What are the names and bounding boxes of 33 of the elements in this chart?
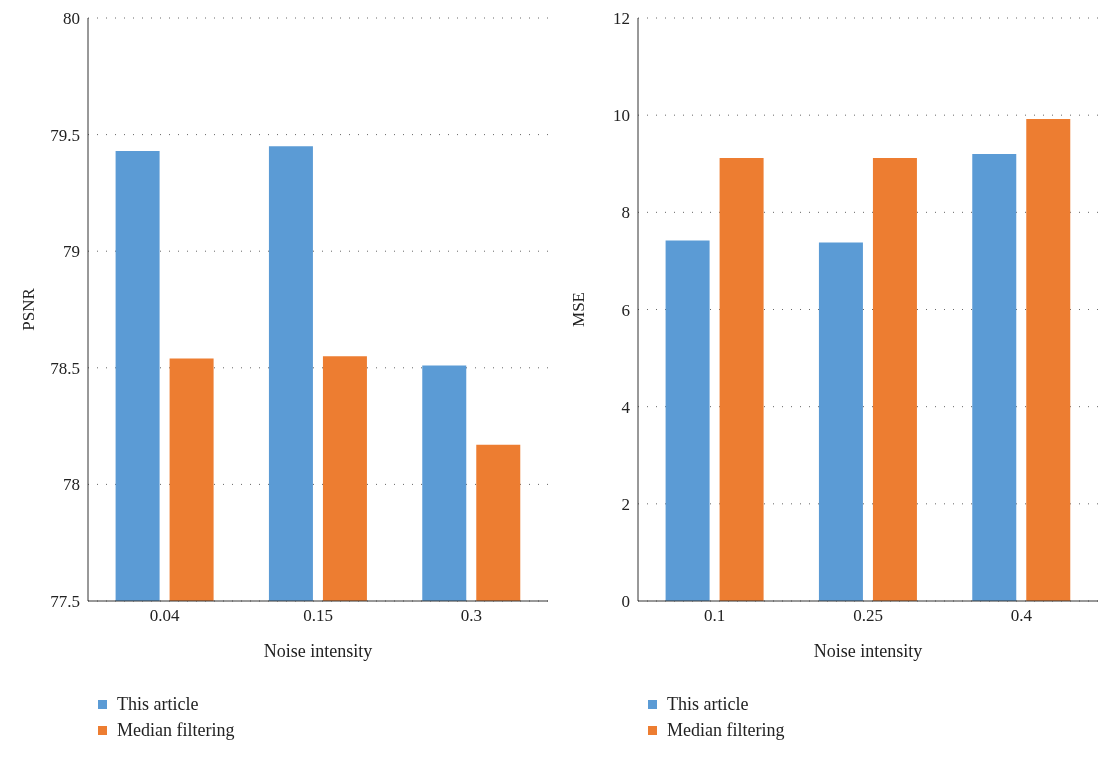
legend-label: Median filtering	[117, 719, 235, 742]
y-tick-label: 79.5	[50, 125, 80, 145]
x-axis-title: Noise intensity	[263, 641, 373, 661]
y-tick-label: 4	[621, 397, 631, 417]
x-tick-label: 0.1	[704, 606, 726, 626]
y-axis-title: PSNR	[19, 287, 39, 331]
x-tick-label: 0.3	[460, 606, 482, 626]
y-tick-label: 77.5	[50, 592, 80, 612]
bar	[872, 157, 917, 601]
y-tick-label: 2	[621, 494, 630, 514]
y-tick-label: 80	[63, 9, 80, 29]
bar	[972, 154, 1017, 601]
x-tick-label: 0.15	[303, 606, 333, 626]
legend-label: Median filtering	[667, 719, 785, 742]
x-axis-title: Noise intensity	[813, 641, 923, 661]
x-tick-label: 0.25	[853, 606, 883, 626]
legend-label: This article	[667, 693, 749, 716]
y-tick-label: 10	[613, 106, 630, 126]
y-tick-label: 78	[63, 475, 80, 495]
bar	[665, 240, 710, 601]
y-tick-label: 6	[621, 300, 630, 320]
y-tick-label: 12	[613, 9, 630, 29]
x-tick-label: 0.04	[149, 606, 181, 626]
x-tick-label: 0.4	[1010, 606, 1033, 626]
bar	[1026, 119, 1071, 601]
y-tick-label: 78.5	[50, 358, 80, 378]
y-tick-label: 79	[63, 242, 80, 262]
bar	[818, 242, 863, 601]
y-tick-label: 0	[621, 592, 630, 612]
legend-label: This article	[117, 693, 199, 716]
y-tick-label: 8	[621, 203, 630, 223]
bar	[719, 157, 764, 601]
y-axis-title: MSE	[569, 292, 589, 327]
